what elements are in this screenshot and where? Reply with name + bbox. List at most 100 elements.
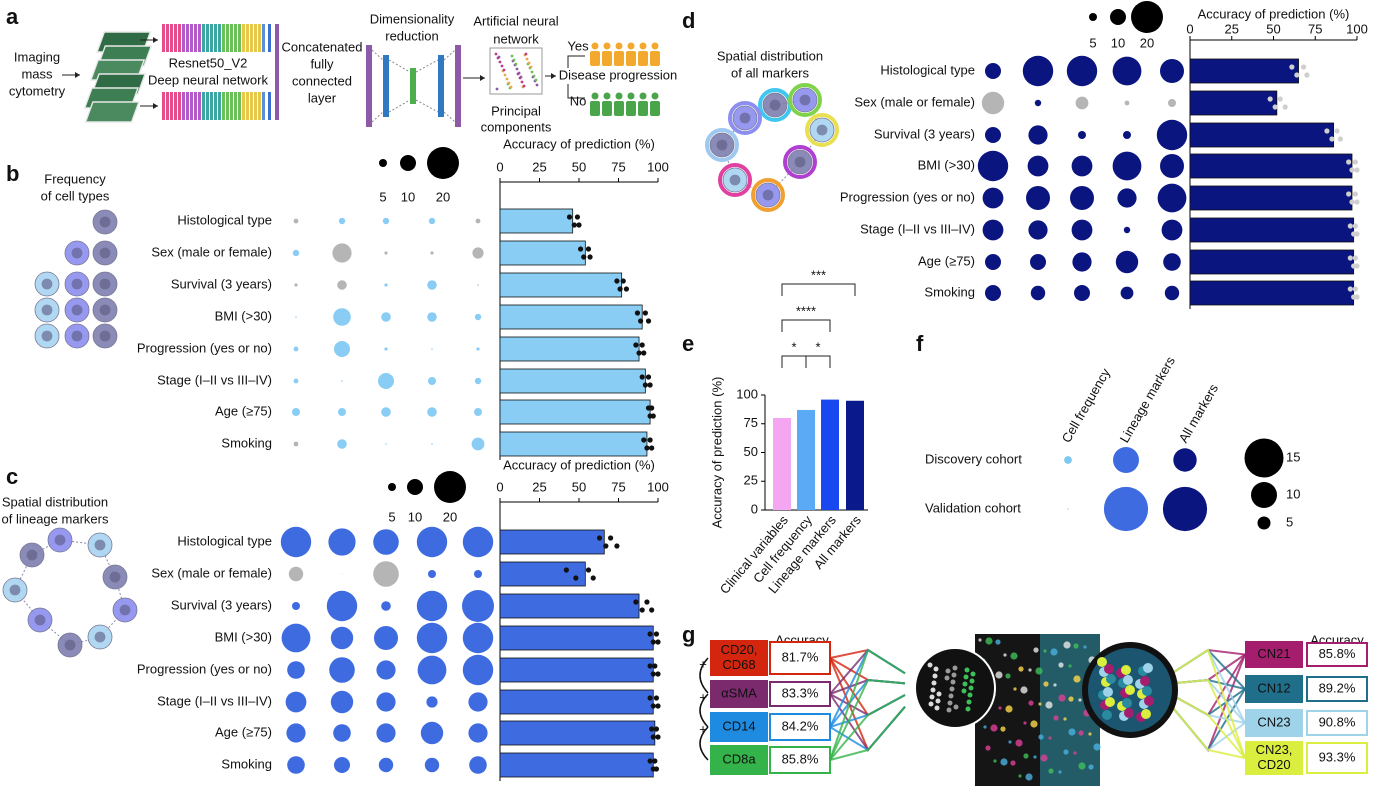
cnn-layer — [186, 24, 189, 52]
size-legend-label: 15 — [1286, 449, 1300, 464]
replicate-point — [649, 445, 655, 451]
pca-dot — [497, 55, 501, 59]
tissue-dot — [1073, 751, 1077, 755]
panel-title: of all markers — [731, 65, 810, 80]
bubble — [286, 723, 306, 743]
x-tick-label: 100 — [647, 479, 669, 494]
cnn-layer — [214, 24, 217, 52]
replicate-point — [1289, 64, 1295, 70]
bubble — [985, 285, 1001, 301]
bar — [1189, 122, 1335, 148]
cnn-layer — [238, 92, 241, 120]
bubble — [333, 308, 351, 326]
replicate-point — [1324, 128, 1330, 134]
marker-tile — [710, 640, 768, 676]
cell-dot — [951, 672, 957, 678]
pca-dot — [510, 54, 514, 58]
replicate-point — [650, 734, 656, 740]
replicate-point — [652, 663, 658, 669]
bubble — [285, 691, 307, 713]
bar — [499, 304, 643, 330]
x-tick-label: 50 — [1266, 21, 1280, 36]
bubble — [338, 408, 346, 416]
replicate-point — [614, 543, 620, 549]
cell-dot — [952, 665, 958, 671]
nucleus — [71, 330, 83, 342]
accuracy-box — [769, 641, 831, 675]
replicate-point — [1300, 64, 1307, 70]
link — [829, 694, 906, 761]
cnn-layer — [230, 92, 233, 120]
nucleus — [34, 614, 46, 626]
size-legend-label: 20 — [1140, 35, 1154, 50]
x-tick-label: 0 — [1186, 21, 1193, 36]
person-body — [650, 51, 660, 66]
x-tick-label: 0 — [496, 159, 503, 174]
accuracy-box — [1306, 642, 1368, 667]
row-label: BMI (>30) — [215, 308, 272, 323]
cell-links — [14, 539, 126, 646]
bar — [1189, 90, 1278, 116]
replicate-point — [633, 599, 639, 605]
cell-dot — [932, 673, 938, 679]
bubble — [374, 626, 398, 650]
replicate-point — [642, 310, 648, 316]
neighborhood-dot — [1122, 698, 1132, 708]
nucleus — [26, 549, 38, 561]
pca-dot — [532, 74, 536, 78]
tissue-dot — [1010, 760, 1016, 766]
cnn-layer — [254, 92, 257, 120]
encoder-layer — [438, 55, 444, 117]
person-body — [602, 51, 612, 66]
cnn-layer — [162, 92, 165, 120]
size-legend-bubble — [379, 159, 387, 167]
replicate-point — [1346, 159, 1352, 165]
panel-letter: g — [682, 622, 695, 647]
plus-sign: + — [699, 689, 707, 704]
cnn-layer — [246, 92, 249, 120]
panel-title: of cell types — [41, 188, 110, 203]
bubble — [332, 243, 352, 263]
bubble — [381, 601, 391, 611]
bubble — [287, 661, 305, 679]
x-axis-title: Accuracy of prediction (%) — [503, 457, 655, 472]
link — [829, 648, 906, 761]
nucleus — [794, 156, 806, 168]
neighborhood-dot — [1103, 687, 1113, 697]
concat-layer — [275, 24, 279, 120]
tissue-dot — [1073, 675, 1081, 683]
tissue-dot — [1040, 754, 1048, 762]
replicate-point — [576, 222, 582, 228]
replicate-point — [641, 350, 647, 356]
replicate-point — [641, 437, 647, 443]
bubble — [476, 347, 480, 351]
cnn-layer — [210, 24, 213, 52]
bubble — [416, 590, 448, 622]
bar — [499, 752, 654, 778]
x-tick-label: 25 — [532, 479, 546, 494]
pca-dot — [509, 85, 513, 89]
y-tick-label: 50 — [744, 444, 758, 459]
replicate-point — [647, 758, 653, 764]
marker-ring — [751, 178, 785, 212]
replicate-point — [573, 575, 579, 581]
accuracy-box — [1306, 710, 1368, 736]
row-label: BMI (>30) — [215, 629, 272, 644]
tissue-dot — [1043, 649, 1047, 653]
bubble — [471, 437, 485, 451]
accuracy-value: 84.2% — [782, 718, 819, 733]
tissue-dot — [1068, 696, 1074, 702]
replicate-point — [647, 663, 653, 669]
size-legend-label: 20 — [436, 189, 450, 204]
bubble — [1168, 99, 1176, 107]
size-legend-label: 20 — [443, 509, 457, 524]
pca-dot — [512, 58, 516, 62]
bubble — [330, 690, 354, 714]
tissue-dot — [1003, 653, 1007, 657]
size-legend-bubble — [400, 155, 416, 171]
replicate-point — [655, 703, 661, 709]
bubble — [468, 723, 488, 743]
neighborhood-dot — [1121, 665, 1131, 675]
nucleus — [54, 534, 66, 546]
marker-tile — [1245, 709, 1303, 737]
